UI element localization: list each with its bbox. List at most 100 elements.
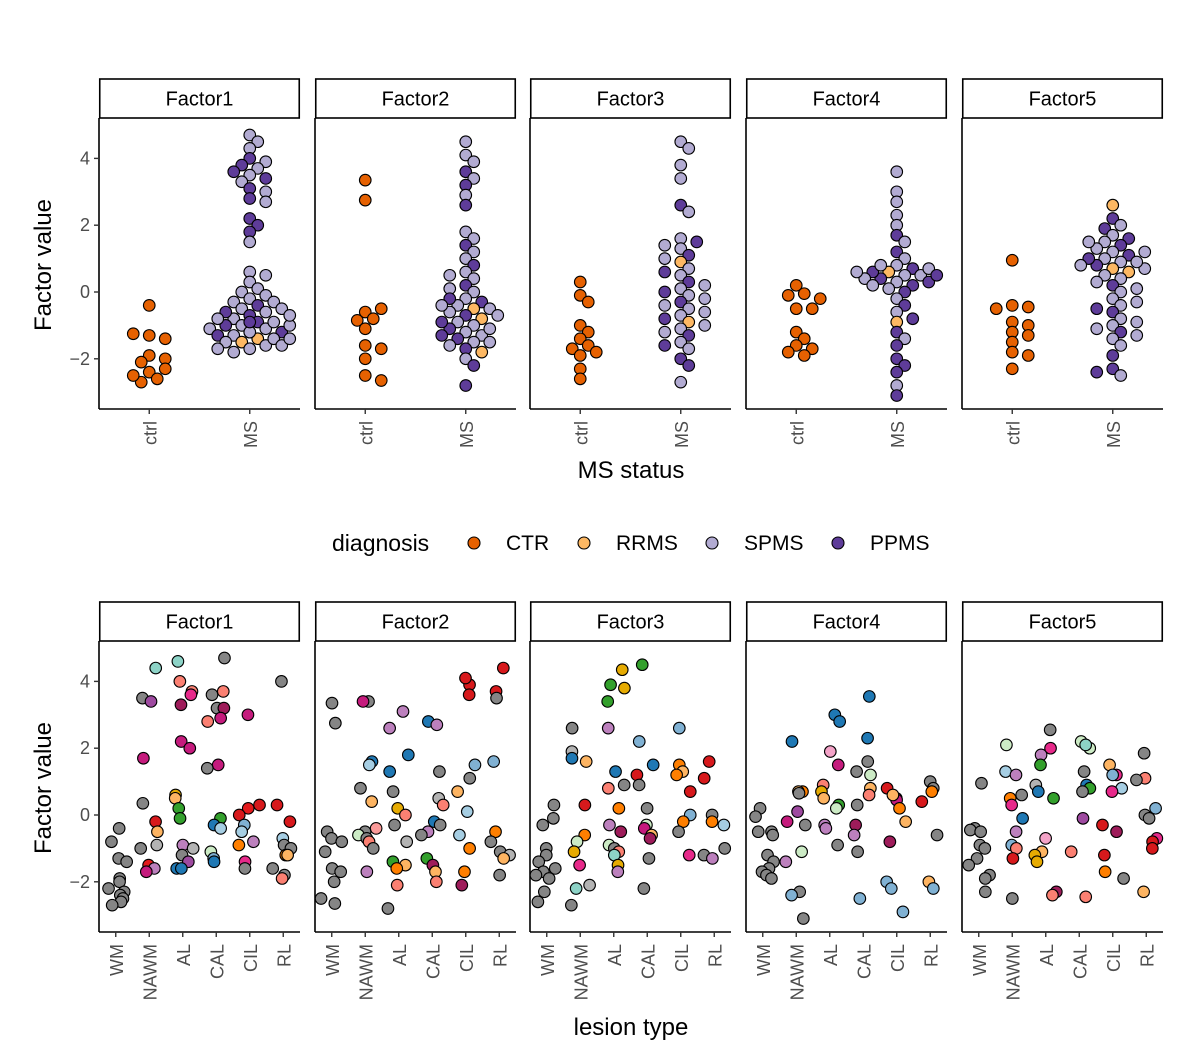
data-point (335, 835, 349, 849)
data-point (354, 781, 367, 795)
data-point (362, 758, 376, 772)
data-point (266, 862, 280, 875)
data-point (1098, 848, 1111, 862)
data-point (1000, 738, 1013, 752)
x-tick-label: MS (457, 421, 477, 448)
data-point (493, 868, 506, 882)
data-point (259, 195, 273, 209)
x-tick-label: RL (1137, 944, 1157, 967)
x-tick-label: CIL (241, 944, 261, 972)
data-point (158, 332, 172, 346)
facet-strip-label: Factor5 (1029, 89, 1097, 111)
x-tick-label: WM (538, 944, 558, 976)
data-point (893, 801, 906, 815)
data-point (1064, 845, 1078, 859)
data-point (705, 815, 719, 829)
data-point (436, 798, 450, 812)
data-point (134, 355, 148, 369)
data-point (795, 845, 808, 859)
data-point (1145, 842, 1159, 855)
data-point (366, 842, 380, 855)
data-point (137, 751, 150, 765)
x-tick-label: CAL (207, 944, 227, 979)
data-point (978, 885, 992, 899)
data-point (601, 695, 615, 708)
legend-title: diagnosis (332, 530, 429, 556)
data-point (1106, 349, 1120, 362)
data-point (573, 275, 587, 289)
x-tick-label: NAWM (571, 944, 591, 1000)
data-point (682, 359, 696, 372)
data-point (658, 312, 672, 326)
y-tick-label: −2 (69, 349, 90, 369)
data-point (604, 678, 617, 692)
data-point (542, 872, 556, 885)
data-point (702, 755, 716, 768)
data-point (1149, 801, 1162, 815)
x-tick-label: NAWM (1003, 944, 1023, 1000)
data-point (632, 778, 646, 792)
data-point (388, 818, 401, 832)
data-point (866, 278, 880, 292)
data-point (1044, 741, 1057, 755)
data-point (890, 389, 904, 402)
data-point (581, 295, 595, 309)
data-point (201, 715, 215, 728)
data-point (1009, 825, 1023, 839)
data-point (1005, 798, 1018, 812)
data-point (632, 735, 646, 748)
data-point (259, 268, 273, 282)
x-tick-label: WM (970, 944, 990, 976)
data-point (218, 651, 231, 665)
data-point (105, 835, 118, 849)
data-point (578, 798, 592, 812)
legend-item-ctr: CTR (467, 532, 549, 555)
data-point (672, 721, 686, 735)
data-point (864, 768, 877, 782)
data-point (1142, 811, 1156, 825)
data-point (243, 315, 257, 329)
x-tick-label: CAL (854, 944, 874, 979)
data-point (1130, 282, 1144, 296)
facet-strip (745, 78, 948, 119)
data-point (329, 716, 342, 730)
data-point (1031, 785, 1045, 798)
y-tick-label: 4 (80, 671, 90, 691)
data-point (1039, 832, 1052, 845)
facet-strip (314, 78, 517, 119)
data-point (682, 342, 696, 356)
data-point (443, 268, 457, 282)
data-point (975, 776, 988, 790)
data-point (126, 369, 140, 382)
data-point (1043, 723, 1057, 737)
data-point (105, 898, 119, 912)
data-point (1005, 253, 1019, 267)
data-point (674, 375, 688, 389)
data-point (259, 305, 273, 319)
data-point (483, 335, 497, 349)
data-point (1047, 791, 1060, 805)
data-point (1005, 299, 1019, 312)
bottom-y-axis-title: Factor value (30, 722, 57, 854)
data-point (383, 765, 397, 778)
data-point (350, 314, 364, 327)
data-point (1021, 349, 1035, 362)
data-point (358, 193, 372, 207)
data-point (674, 158, 688, 172)
data-point (459, 198, 473, 212)
data-point (327, 875, 341, 889)
data-point (999, 765, 1012, 778)
data-point (1114, 339, 1128, 352)
data-point (358, 322, 372, 336)
data-point (328, 897, 342, 910)
x-tick-label: AL (1037, 944, 1057, 966)
data-point (926, 882, 940, 895)
data-point (899, 815, 913, 829)
facet-strip (529, 78, 732, 119)
data-point (1137, 746, 1151, 760)
data-point (890, 195, 904, 209)
top-y-axis-title: Factor value (30, 199, 57, 331)
data-point (150, 838, 164, 852)
data-point (459, 671, 472, 685)
x-tick-label: MS (672, 421, 692, 448)
